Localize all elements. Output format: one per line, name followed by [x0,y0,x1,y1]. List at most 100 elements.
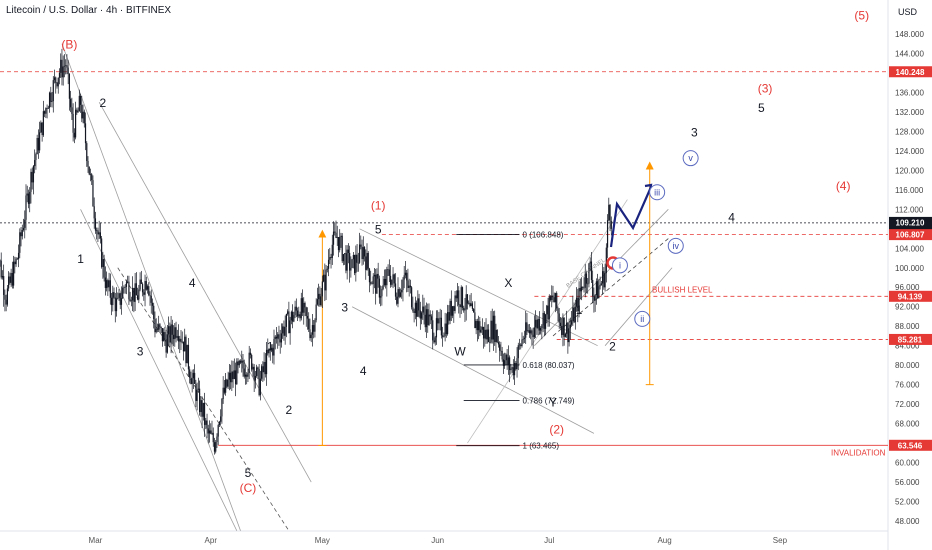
candle-body [285,314,287,327]
circled-wave-marker [667,237,684,254]
candle-body [482,326,485,339]
price-tag-label: 85.281 [898,335,923,344]
candle-body [347,249,349,253]
time-axis[interactable]: Mar Apr May Jun Jul Aug Sep [89,536,788,545]
candle-body [551,295,553,301]
price-tag-box [889,66,932,78]
fib-label: 0 (106.848) [523,230,564,239]
candle-body [280,333,283,343]
candle-body [269,348,271,351]
candle-body [123,287,125,288]
candle-body [520,344,522,347]
candle-body [507,357,509,366]
candle-body [499,344,501,351]
candle-body [319,293,321,306]
candle-body [361,246,363,260]
candle-body [46,108,48,109]
fib-label: 0.618 (80.037) [523,361,575,370]
candle-body [480,329,482,333]
wxy-channel-lower [351,306,595,434]
candle-body [460,287,462,308]
candle-body [604,273,606,288]
candle-body [190,377,192,385]
candle-body [357,262,359,264]
candle-body [76,109,78,113]
candle-body [557,308,559,314]
candle-body [335,232,337,238]
x-tick-label: Jul [544,536,554,545]
candle-body [145,281,147,290]
candle-body [0,260,1,261]
candle-body [72,113,74,133]
candle-body [376,273,378,294]
candle-body [350,267,352,271]
wave-label: 4 [728,210,735,224]
candle-body [610,220,612,229]
candle-body [290,311,292,321]
candle-body [455,295,457,299]
candle-body [184,336,186,352]
candle-body [96,230,98,232]
candle-body [372,276,374,285]
candle-body [165,339,167,353]
price-axis[interactable]: 148.000144.000140.000136.000132.000128.0… [895,30,924,526]
candle-body [304,302,306,308]
plot-area[interactable] [0,0,888,550]
candle-body [160,327,162,329]
candle-body [385,278,387,286]
circled-wave-label: v [688,153,693,163]
candle-body [414,302,416,313]
candle-body [55,77,57,83]
candle-body [456,290,459,299]
candle-body [422,306,424,313]
candle-body [150,295,152,303]
candle-body [344,253,346,255]
candle-body [318,293,320,300]
candle-body [65,65,67,66]
candle-body [45,108,47,114]
candle-body [396,296,398,304]
candle-body [337,237,340,251]
candle-body [356,254,358,263]
candle-body [241,360,243,363]
candle-body [277,334,279,339]
candle-body [99,232,101,239]
candle-body [316,299,318,305]
candle-body [168,326,170,335]
candle-body [148,286,150,296]
wxy-channel-upper [359,228,598,347]
y-tick-label: 148.000 [895,30,924,39]
candle-body [35,154,37,161]
candle-body [327,259,330,269]
wave-label: (4) [836,179,851,193]
candle-body [309,329,311,339]
candle-body [247,372,249,377]
wave-label: (C) [240,481,257,495]
y-tick-label: 128.000 [895,127,924,136]
candle-body [244,374,247,377]
invalidation-label: INVALIDATION [831,448,886,457]
candle-body [268,348,270,354]
candle-body [340,235,342,237]
candle-body [187,344,190,370]
candle-body [174,327,176,340]
candle-body [468,302,470,304]
candle-body [392,274,394,280]
dashed-trendline [117,267,290,531]
candle-body [484,329,486,339]
candle-body [448,312,450,321]
candle-body [559,322,562,326]
candle-body [201,400,203,417]
candle-body [97,230,99,235]
candle-body [243,368,245,377]
candle-body [530,330,532,334]
candle-body [156,328,159,330]
candle-body [334,231,336,233]
y-tick-label: 92.000 [895,303,920,312]
candle-body [306,316,309,319]
candle-body [253,366,255,381]
candle-body [453,306,455,311]
currency-label[interactable]: USD [898,7,918,17]
candle-body [296,310,299,317]
